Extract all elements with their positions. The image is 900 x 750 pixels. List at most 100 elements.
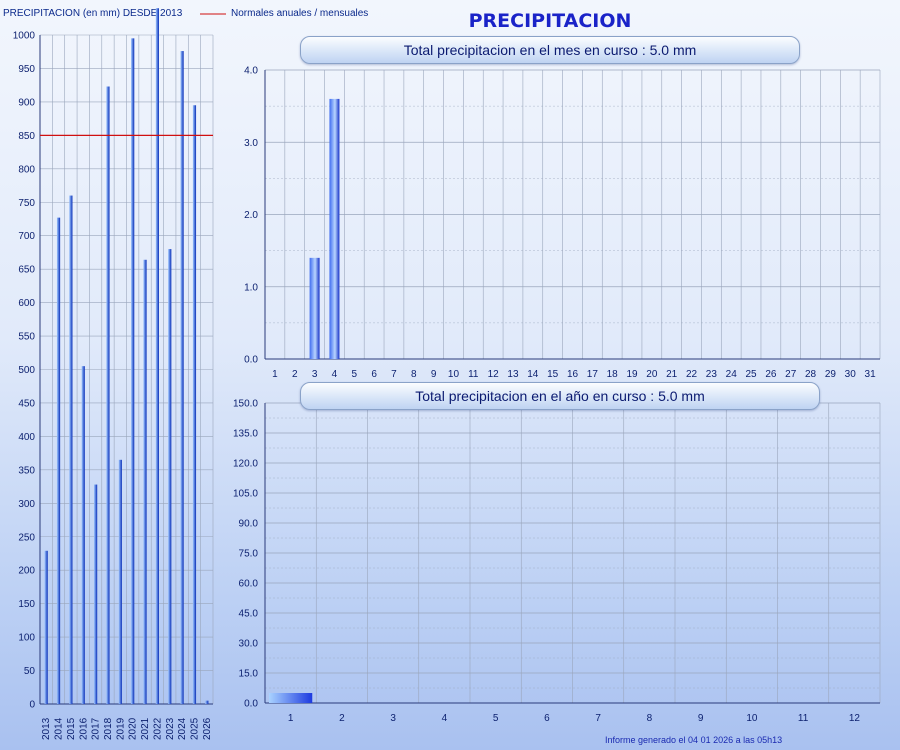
history-x-tick-label: 2017 [91, 717, 102, 740]
history-bar [168, 249, 172, 704]
history-x-tick-label: 2025 [189, 717, 200, 740]
history-bar [192, 105, 197, 705]
history-x-tick-label: 2026 [202, 717, 213, 740]
month-bar [309, 257, 320, 359]
month-x-tick-label: 28 [805, 369, 817, 380]
history-bar [69, 195, 73, 704]
month-y-tick-label: 1.0 [244, 282, 258, 293]
history-bar [94, 484, 98, 704]
month-x-tick-label: 7 [391, 369, 397, 380]
month-x-tick-label: 8 [411, 369, 417, 380]
history-bar [56, 217, 61, 704]
history-x-tick-label: 2014 [54, 717, 65, 740]
history-bar [131, 38, 135, 705]
history-bar [118, 459, 122, 704]
year-x-tick-label: 11 [798, 713, 809, 724]
month-x-tick-label: 17 [587, 369, 599, 380]
month-x-tick-label: 18 [607, 369, 619, 380]
history-y-tick-label: 450 [18, 398, 35, 409]
history-bar [180, 51, 184, 704]
month-y-tick-label: 0.0 [244, 355, 258, 366]
history-x-tick-label: 2022 [152, 717, 163, 740]
month-x-tick-label: 23 [706, 369, 718, 380]
history-y-tick-label: 950 [18, 64, 35, 75]
history-x-tick-label: 2020 [128, 717, 139, 740]
history-y-tick-label: 800 [18, 164, 35, 175]
year-x-tick-label: 6 [544, 713, 550, 724]
month-x-tick-label: 11 [468, 369, 479, 380]
year-y-tick-label: 30.0 [239, 639, 259, 650]
history-y-tick-label: 400 [18, 432, 35, 443]
month-x-tick-label: 29 [825, 369, 837, 380]
history-bar [106, 86, 110, 704]
year-y-tick-label: 105.0 [233, 489, 258, 500]
month-chart-title: Total precipitacion en el mes en curso :… [300, 36, 800, 64]
month-x-tick-label: 19 [626, 369, 638, 380]
history-y-tick-label: 700 [18, 231, 35, 242]
history-y-tick-label: 250 [18, 532, 35, 543]
year-bar [269, 693, 313, 703]
year-x-tick-label: 5 [493, 713, 499, 724]
year-y-tick-label: 150.0 [233, 399, 258, 410]
month-x-tick-label: 22 [686, 369, 698, 380]
month-x-tick-label: 24 [726, 369, 738, 380]
history-y-tick-label: 500 [18, 365, 35, 376]
history-y-tick-label: 350 [18, 465, 35, 476]
history-y-tick-label: 850 [18, 131, 35, 142]
main-title: PRECIPITACION [468, 10, 632, 32]
month-x-tick-label: 27 [785, 369, 797, 380]
year-x-tick-label: 1 [288, 713, 294, 724]
month-y-tick-label: 2.0 [244, 210, 258, 221]
month-x-tick-label: 4 [332, 369, 338, 380]
history-bar [155, 8, 159, 705]
year-y-tick-label: 75.0 [239, 549, 259, 560]
month-x-tick-label: 2 [292, 369, 298, 380]
year-chart-title: Total precipitacion en el año en curso :… [300, 382, 820, 410]
history-x-tick-label: 2013 [41, 717, 52, 740]
history-y-tick-label: 300 [18, 499, 35, 510]
year-y-tick-label: 15.0 [239, 669, 259, 680]
month-x-tick-label: 3 [312, 369, 318, 380]
history-y-tick-label: 150 [18, 599, 35, 610]
month-bar [329, 98, 340, 360]
history-x-tick-label: 2015 [66, 717, 77, 740]
month-x-tick-label: 6 [371, 369, 377, 380]
year-x-tick-label: 9 [698, 713, 704, 724]
month-x-tick-label: 13 [507, 369, 519, 380]
year-x-tick-label: 3 [390, 713, 396, 724]
month-x-tick-label: 16 [567, 369, 579, 380]
history-y-tick-label: 750 [18, 198, 35, 209]
month-x-tick-label: 9 [431, 369, 437, 380]
year-y-tick-label: 60.0 [239, 579, 259, 590]
month-x-tick-label: 30 [845, 369, 857, 380]
history-x-tick-label: 2024 [177, 717, 188, 740]
year-y-tick-label: 90.0 [239, 519, 259, 530]
legend-label: Normales anuales / mensuales [231, 8, 369, 19]
year-x-tick-label: 8 [647, 713, 653, 724]
month-y-tick-label: 3.0 [244, 138, 258, 149]
month-x-tick-label: 31 [865, 369, 877, 380]
month-y-tick-label: 4.0 [244, 66, 258, 77]
history-y-tick-label: 900 [18, 97, 35, 108]
month-x-tick-label: 25 [745, 369, 757, 380]
history-x-tick-label: 2018 [103, 717, 114, 740]
history-x-tick-label: 2016 [78, 717, 89, 740]
history-y-tick-label: 50 [24, 666, 36, 677]
year-x-tick-label: 4 [442, 713, 448, 724]
year-x-tick-label: 10 [746, 713, 758, 724]
history-bar [44, 550, 48, 704]
month-x-tick-label: 21 [666, 369, 678, 380]
month-x-tick-label: 20 [646, 369, 658, 380]
year-x-tick-label: 2 [339, 713, 345, 724]
history-x-tick-label: 2021 [140, 717, 151, 740]
month-x-tick-label: 12 [488, 369, 500, 380]
year-x-tick-label: 12 [849, 713, 861, 724]
generated-timestamp: Informe generado el 04 01 2026 a las 05h… [605, 735, 783, 745]
history-x-tick-label: 2023 [165, 717, 176, 740]
year-y-tick-label: 0.0 [244, 699, 258, 710]
year-y-tick-label: 120.0 [233, 459, 258, 470]
history-bar [81, 366, 85, 704]
year-x-tick-label: 7 [595, 713, 601, 724]
